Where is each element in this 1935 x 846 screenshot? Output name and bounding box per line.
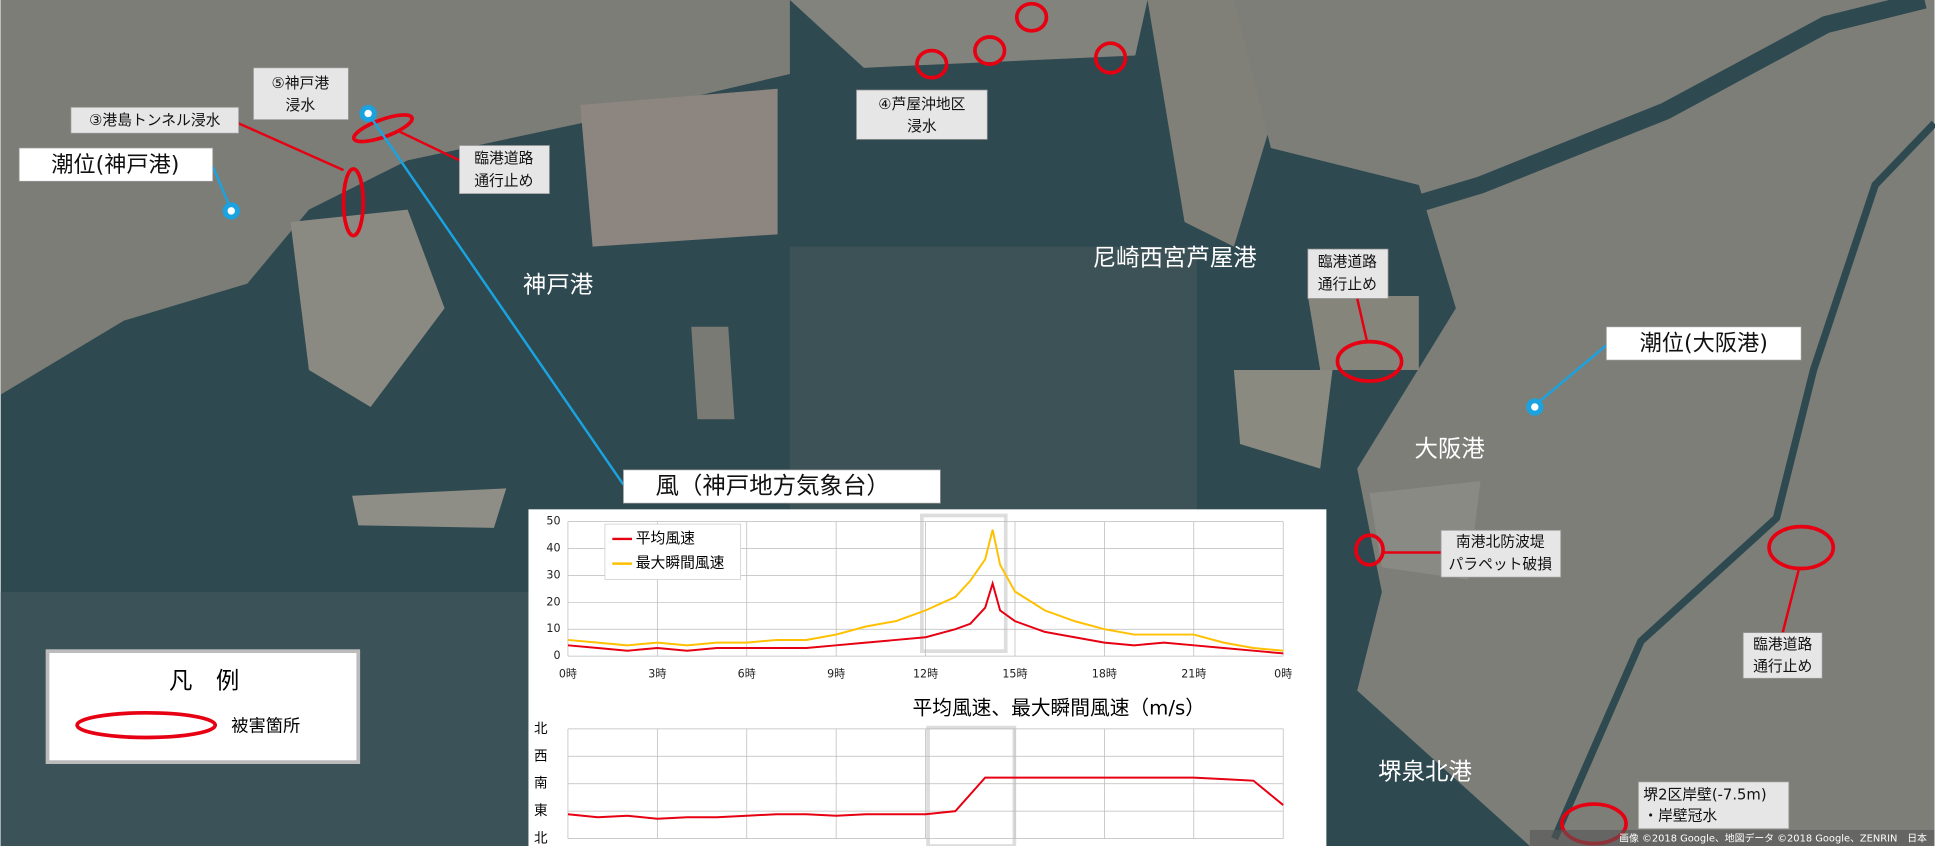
label: 風（神戸地方気象台） bbox=[656, 472, 890, 500]
y-tick-label: 北 bbox=[534, 721, 548, 737]
label: ・岸壁冠水 bbox=[1643, 807, 1717, 824]
legend-label: 最大瞬間風速 bbox=[636, 555, 725, 572]
label: 浸水 bbox=[286, 97, 316, 114]
legend bbox=[604, 523, 741, 580]
y-tick-label: 40 bbox=[546, 542, 560, 555]
label: パラペット破損 bbox=[1449, 556, 1553, 573]
label: ⑤神戸港 bbox=[272, 75, 330, 92]
x-tick-label: 21時 bbox=[1181, 668, 1206, 681]
damage-marker bbox=[1354, 533, 1385, 567]
x-tick-label: 12時 bbox=[913, 668, 938, 681]
series-line bbox=[567, 529, 1284, 652]
y-tick-label: 20 bbox=[546, 595, 560, 608]
copyright: 画像 ©2018 Google、地図データ ©2018 Google、ZENRI… bbox=[1619, 832, 1927, 845]
damage-marker bbox=[973, 35, 1007, 66]
chart-title: 平均風速、最大瞬間風速（m/s） bbox=[913, 697, 1205, 720]
label: 通行止め bbox=[1753, 658, 1812, 675]
damage-marker bbox=[341, 167, 366, 238]
x-tick-label: 18時 bbox=[1092, 668, 1117, 681]
x-tick-label: 0時 bbox=[1274, 668, 1292, 681]
labels: ⑤神戸港 浸水 ③港島トンネル浸水 潮位(神戸港) 臨港道路 通行止め ④芦屋沖… bbox=[18, 67, 1935, 846]
damage-marker bbox=[1093, 41, 1128, 75]
legend-item: 被害箇所 bbox=[231, 716, 300, 736]
damage-marker bbox=[351, 113, 414, 144]
map-label: 大阪港 bbox=[1415, 435, 1485, 463]
wind-charts: 0 10 20 30 40 50 0時 3時 6時 9時 12時 15時 18時 21時 0時 平均風速最大瞬… bbox=[528, 509, 1327, 846]
label: 臨港道路 bbox=[1318, 254, 1377, 271]
damage-marker bbox=[1335, 339, 1404, 383]
wind-point bbox=[359, 104, 377, 123]
arrow bbox=[238, 122, 344, 172]
y-tick-label: 10 bbox=[546, 622, 560, 635]
damage-marker bbox=[915, 48, 949, 80]
legend-label: 平均風速 bbox=[636, 530, 695, 547]
tide-point bbox=[222, 202, 240, 220]
legend-title: 凡 例 bbox=[169, 666, 239, 694]
y-tick-label: 0 bbox=[553, 649, 560, 662]
pointer bbox=[211, 166, 232, 208]
legend-box: 凡 例 被害箇所 bbox=[45, 649, 361, 764]
markers bbox=[211, 1, 1836, 846]
y-tick-label: 30 bbox=[546, 568, 560, 581]
pointer bbox=[1536, 344, 1608, 405]
x-tick-label: 3時 bbox=[648, 668, 666, 681]
damage-marker bbox=[1767, 524, 1836, 571]
series-line bbox=[567, 579, 1284, 655]
x-tick-label: 9時 bbox=[827, 668, 845, 681]
y-tick-label: 50 bbox=[546, 515, 560, 528]
x-tick-label: 0時 bbox=[559, 668, 577, 681]
map-label: 堺泉北港 bbox=[1378, 758, 1472, 786]
label: 臨港道路 bbox=[1753, 636, 1812, 653]
label: 堺2区岸壁(-7.5m) bbox=[1643, 786, 1766, 803]
label: ③港島トンネル浸水 bbox=[89, 112, 220, 129]
label: 潮位(神戸港) bbox=[51, 152, 179, 178]
x-tick-label: 6時 bbox=[738, 668, 756, 681]
direction-line bbox=[567, 776, 1284, 820]
arrow bbox=[397, 129, 460, 162]
label: 南港北防波堤 bbox=[1456, 534, 1545, 551]
y-tick-label: 北 bbox=[534, 831, 548, 846]
label: ④芦屋沖地区 bbox=[878, 96, 965, 113]
y-tick-label: 西 bbox=[534, 748, 548, 764]
x-tick-label: 15時 bbox=[1002, 668, 1027, 681]
y-tick-label: 南 bbox=[534, 776, 548, 792]
label: 潮位(大阪港) bbox=[1640, 331, 1768, 357]
arrow bbox=[1356, 298, 1369, 342]
label: 浸水 bbox=[907, 118, 937, 135]
label: 通行止め bbox=[474, 172, 533, 189]
map-label: 尼崎西宮芦屋港 bbox=[1093, 243, 1257, 271]
y-tick-label: 東 bbox=[534, 803, 548, 819]
label: 通行止め bbox=[1318, 276, 1377, 293]
pointer bbox=[367, 112, 625, 486]
damage-marker bbox=[1014, 1, 1049, 33]
tide-point bbox=[1526, 398, 1544, 416]
map-label: 神戸港 bbox=[523, 271, 593, 299]
arrow bbox=[1781, 569, 1800, 633]
label: 臨港道路 bbox=[474, 150, 533, 167]
